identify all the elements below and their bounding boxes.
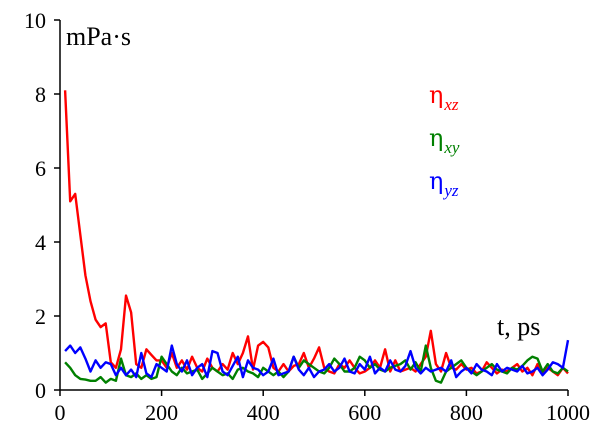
series-line-eta-xz [63, 90, 569, 377]
x-tick-label: 800 [450, 400, 483, 425]
x-tick-label: 1000 [546, 400, 590, 425]
x-tick-label: 600 [348, 400, 381, 425]
legend-subscript: yz [442, 181, 459, 200]
axes [59, 20, 568, 391]
legend-symbol: η [429, 81, 443, 109]
x-tick-label: 400 [247, 400, 280, 425]
y-tick-label: 8 [35, 82, 46, 107]
y-axis-label: mPa·s [66, 22, 131, 51]
y-tick-label: 4 [35, 230, 46, 255]
y-tick-label: 6 [35, 156, 46, 181]
x-axis-label: t, ps [497, 312, 540, 341]
y-tick-label: 0 [35, 378, 46, 403]
legend-subscript: xz [443, 95, 459, 114]
series-line-eta-yz [64, 339, 570, 379]
legend-symbol: η [429, 124, 443, 152]
ticks: 0 200 400 600 800 1000 0 2 4 6 8 10 [24, 8, 590, 425]
y-tick-label: 10 [24, 8, 46, 33]
x-tick-label: 200 [145, 400, 178, 425]
y-tick-label: 2 [35, 304, 46, 329]
series-lines [63, 90, 570, 384]
x-tick-label: 0 [55, 400, 66, 425]
legend-entry-eta-xy: ηxy [429, 124, 460, 157]
legend-entry-eta-yz: ηyz [429, 167, 459, 200]
legend-subscript: xy [443, 138, 460, 157]
legend-entry-eta-xz: ηxz [429, 81, 459, 114]
legend-symbol: η [429, 167, 443, 195]
